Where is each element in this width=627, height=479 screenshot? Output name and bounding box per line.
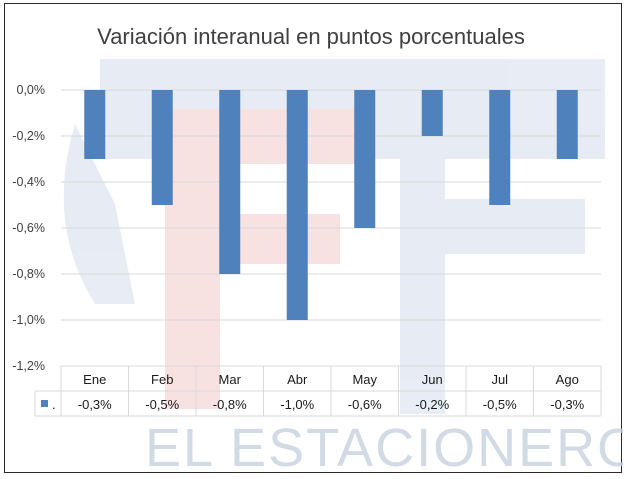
watermark-text: EL ESTACIONERO — [145, 418, 623, 474]
y-tick-label: 0,0% — [17, 83, 46, 97]
watermark-blue-mid — [445, 199, 585, 254]
bar-ago — [556, 90, 578, 159]
y-tick-label: -0,8% — [12, 267, 45, 281]
legend-label: . — [52, 397, 56, 412]
data-label: -0,2% — [415, 397, 449, 412]
x-tick-label: Feb — [151, 372, 173, 387]
bar-chart: Variación interanual en puntos porcentua… — [12, 24, 602, 417]
data-label: -0,5% — [483, 397, 517, 412]
y-tick-label: -0,6% — [12, 221, 45, 235]
bar-may — [354, 90, 376, 228]
watermark-pump-hose — [63, 124, 135, 304]
x-tick-label: Jul — [491, 372, 508, 387]
bar-mar — [219, 90, 241, 274]
chart-frame: EL ESTACIONERO Variación interanual en p… — [4, 3, 623, 474]
y-tick-label: -0,2% — [12, 129, 45, 143]
x-tick-label: Abr — [287, 372, 308, 387]
data-label: -0,5% — [145, 397, 179, 412]
watermark-band — [100, 59, 605, 159]
bar-jul — [489, 90, 511, 205]
x-tick-label: Ago — [556, 372, 579, 387]
data-label: -0,6% — [348, 397, 382, 412]
bar-jun — [421, 90, 443, 136]
y-tick-label: -1,0% — [12, 313, 45, 327]
y-tick-label: -1,2% — [12, 359, 45, 373]
x-tick-label: Mar — [219, 372, 242, 387]
watermark-red-stem — [165, 109, 220, 409]
data-label: -1,0% — [280, 397, 314, 412]
y-axis: 0,0% -0,2% -0,4% -0,6% -0,8% -1,0% -1,2% — [12, 83, 45, 373]
bar-feb — [151, 90, 173, 205]
x-tick-label: Jun — [422, 372, 443, 387]
y-tick-label: -0,4% — [12, 175, 45, 189]
bar-abr — [286, 90, 308, 320]
bars — [84, 90, 578, 320]
x-tick-label: Ene — [83, 372, 106, 387]
data-label: -0,3% — [78, 397, 112, 412]
data-label: -0,3% — [550, 397, 584, 412]
bar-ene — [84, 90, 106, 159]
legend-key — [41, 400, 48, 407]
gridlines — [61, 89, 601, 367]
data-label: -0,8% — [213, 397, 247, 412]
data-table: Ene -0,3% Feb -0,5% Mar -0,8% Abr -1,0% May -0,6%… — [34, 365, 602, 417]
chart-title: Variación interanual en puntos porcentua… — [97, 24, 525, 49]
x-tick-label: May — [352, 372, 377, 387]
